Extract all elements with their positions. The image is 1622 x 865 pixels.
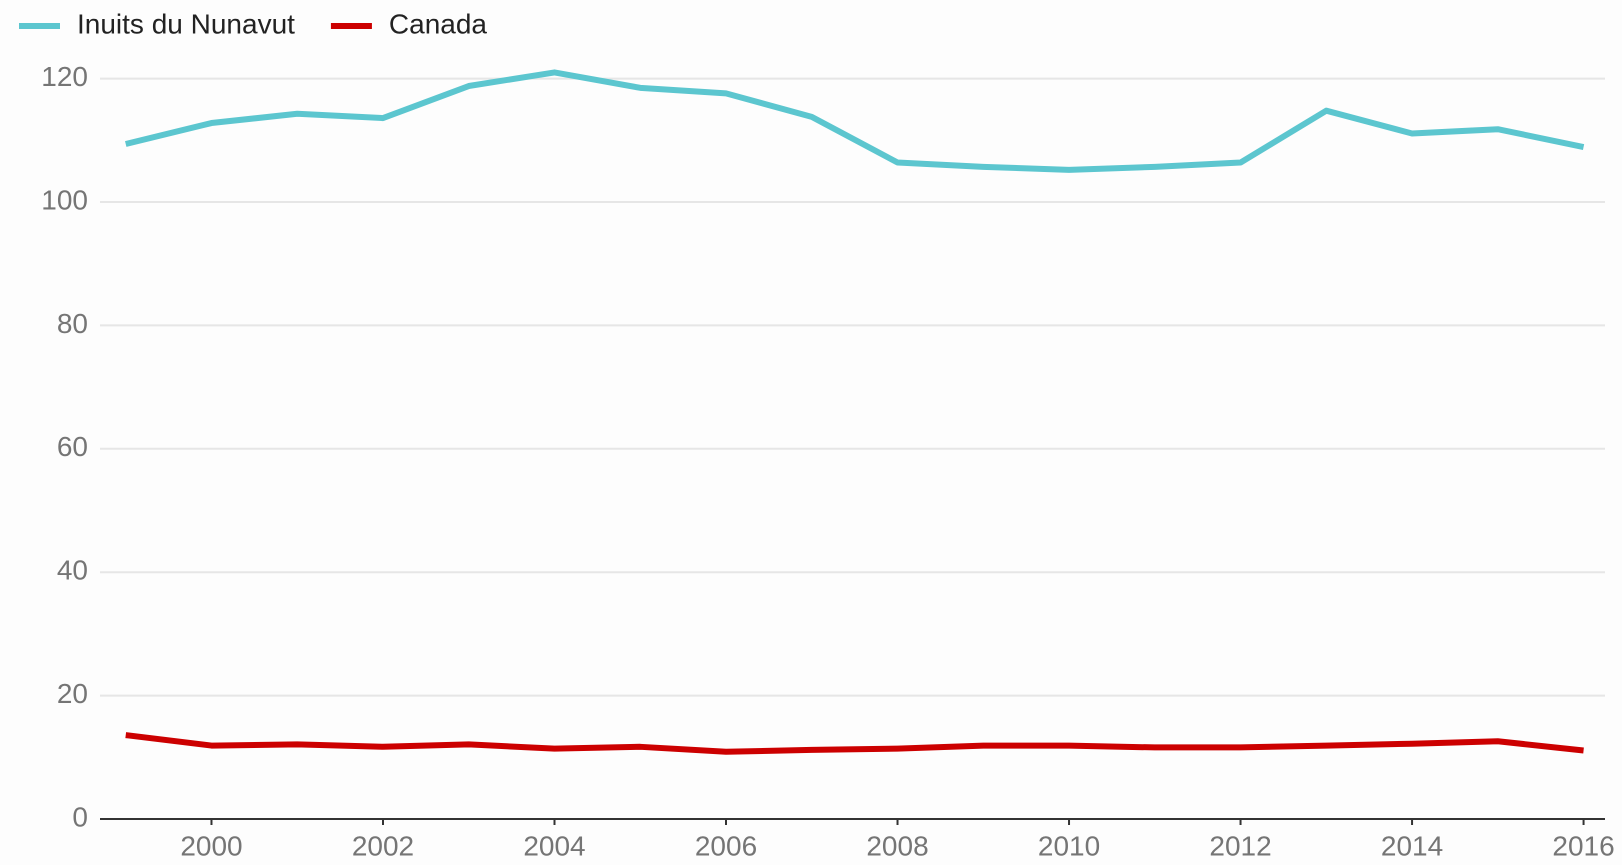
series-line xyxy=(125,69,1585,173)
x-tick-label: 2002 xyxy=(352,830,414,861)
y-tick-label: 60 xyxy=(57,431,88,462)
x-tick-label: 2012 xyxy=(1209,830,1271,861)
x-tick-label: 2016 xyxy=(1552,830,1614,861)
y-tick-label: 100 xyxy=(41,184,88,215)
y-tick-label: 40 xyxy=(57,555,88,586)
x-tick-label: 2014 xyxy=(1381,830,1443,861)
x-tick-label: 2004 xyxy=(523,830,585,861)
legend-label: Canada xyxy=(389,8,488,39)
x-tick-label: 2006 xyxy=(695,830,757,861)
legend-label: Inuits du Nunavut xyxy=(77,8,295,39)
y-tick-label: 80 xyxy=(57,308,88,339)
y-tick-label: 20 xyxy=(57,678,88,709)
y-tick-label: 0 xyxy=(72,801,88,832)
x-tick-label: 2008 xyxy=(866,830,928,861)
x-tick-label: 2010 xyxy=(1038,830,1100,861)
y-tick-label: 120 xyxy=(41,61,88,92)
series-line xyxy=(125,732,1584,755)
x-tick-label: 2000 xyxy=(180,830,242,861)
